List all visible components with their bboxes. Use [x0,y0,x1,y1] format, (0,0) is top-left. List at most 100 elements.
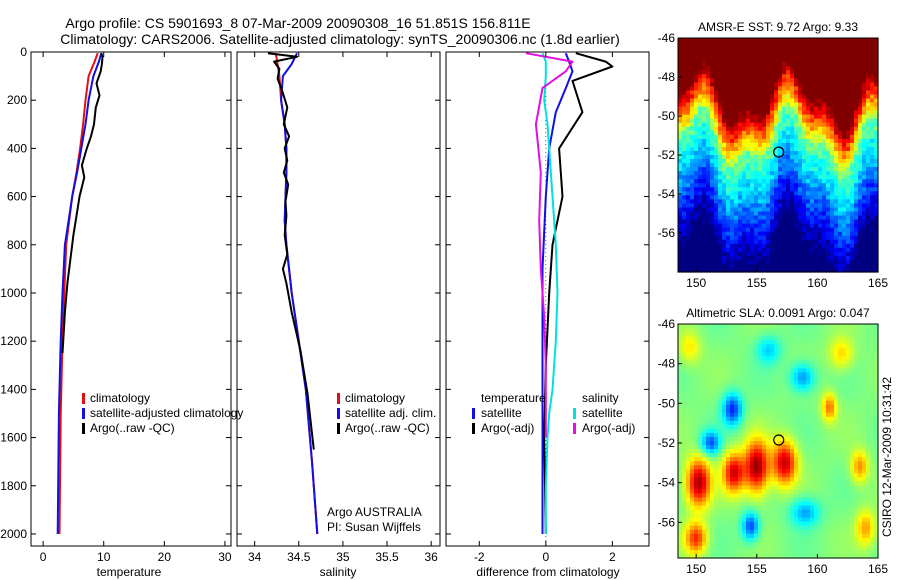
heatmap-cell [722,74,727,79]
heatmap-cell [762,263,767,269]
heatmap-cell [702,171,707,176]
heatmap-cell [750,90,755,96]
heatmap-cell [838,54,843,59]
heatmap-cell [766,46,771,51]
heatmap-cell [810,86,815,92]
heatmap-cell [850,396,855,402]
heatmap-cell [862,183,867,188]
heatmap-cell [846,46,851,51]
heatmap-cell [778,243,783,249]
heatmap-cell [734,94,739,100]
heatmap-cell [786,231,791,237]
heatmap-cell [870,243,875,249]
heatmap-cell [802,82,807,88]
heatmap-cell [830,130,835,136]
heatmap-cell [762,461,767,466]
heatmap-cell [846,155,851,160]
heatmap-cell [686,142,691,148]
heatmap-cell [702,324,707,329]
heatmap-cell [690,336,695,341]
heatmap-cell [714,66,719,71]
heatmap-cell [854,408,859,414]
heatmap-cell [690,267,695,273]
heatmap-cell [774,102,779,108]
heatmap-cell [846,179,851,184]
heatmap-cell [758,187,763,192]
heatmap-cell [802,449,807,454]
heatmap-cell [874,473,879,478]
heatmap-cell [706,46,711,51]
heatmap-cell [722,86,727,92]
heatmap-cell [850,215,855,221]
heatmap-cell [766,211,771,217]
heatmap-cell [686,62,691,67]
heatmap-cell [682,118,687,124]
heatmap-cell [810,219,815,225]
heatmap-cell [830,110,835,116]
heatmap-cell [806,267,811,273]
heatmap-cell [838,465,843,470]
heatmap-cell [766,106,771,112]
heatmap-cell [790,155,795,160]
heatmap-cell [810,469,815,474]
heatmap-cell [798,428,803,434]
heatmap-cell [750,267,755,273]
heatmap-cell [718,219,723,225]
heatmap-cell [710,126,715,132]
heatmap-cell [682,74,687,79]
heatmap-cell [846,441,851,446]
heatmap-cell [862,469,867,474]
heatmap-cell [842,360,847,365]
heatmap-cell [798,171,803,176]
heatmap-cell [762,469,767,474]
heatmap-cell [702,203,707,209]
heatmap-cell [806,360,811,365]
heatmap-cell [798,94,803,100]
heatmap-cell [838,90,843,96]
heatmap-cell [790,428,795,434]
heatmap-cell [742,163,747,168]
heatmap-cell [786,457,791,462]
heatmap-cell [746,396,751,402]
heatmap-cell [710,384,715,390]
heatmap-cell [818,332,823,337]
heatmap-cell [794,449,799,454]
heatmap-cell [834,243,839,249]
heatmap-cell [834,400,839,406]
heatmap-cell [786,368,791,374]
heatmap-cell [782,199,787,205]
heatmap-cell [858,98,863,104]
heatmap-cell [742,62,747,67]
heatmap-cell [746,211,751,217]
heatmap-cell [874,46,879,51]
heatmap-cell [690,219,695,225]
heatmap-cell [822,424,827,430]
heatmap-cell [722,376,727,382]
heatmap-cell [874,392,879,398]
heatmap-cell [750,441,755,446]
heatmap-cell [806,138,811,144]
heatmap-cell [858,457,863,462]
heatmap-cell [770,424,775,430]
heatmap-cell [686,392,691,398]
heatmap-cell [742,408,747,414]
heatmap-cell [830,356,835,361]
heatmap-cell [726,356,731,361]
heatmap-cell [810,215,815,221]
heatmap-cell [714,408,719,414]
heatmap-cell [702,344,707,349]
heatmap-cell [778,223,783,229]
heatmap-cell [870,436,875,442]
heatmap-cell [766,348,771,353]
heatmap-cell [842,457,847,462]
heatmap-cell [814,424,819,430]
heatmap-cell [698,324,703,329]
heatmap-cell [806,428,811,434]
heatmap-cell [698,199,703,205]
heatmap-cell [754,102,759,108]
heatmap-cell [834,408,839,414]
heatmap-cell [866,436,871,442]
difference-profile-lines [525,52,614,546]
heatmap-cell [702,352,707,357]
heatmap-cell [802,368,807,374]
